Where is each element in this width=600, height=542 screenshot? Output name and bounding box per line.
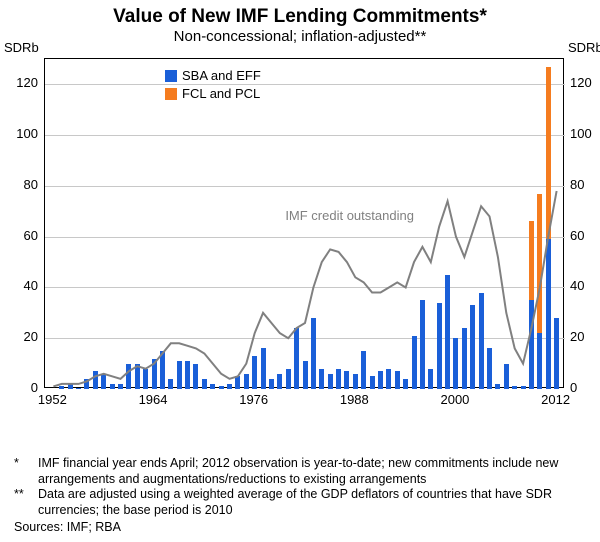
x-tick: 2012	[541, 392, 570, 407]
y-tick-left: 120	[4, 75, 38, 90]
x-tick: 1952	[38, 392, 67, 407]
plot-area: SBA and EFFFCL and PCLIMF credit outstan…	[44, 58, 564, 388]
y-tick-right: 0	[570, 380, 600, 395]
y-tick-left: 60	[4, 228, 38, 243]
y-tick-right: 80	[570, 177, 600, 192]
footnote-marker: **	[14, 487, 38, 518]
line-layer	[45, 59, 565, 389]
chart-subtitle: Non-concessional; inflation-adjusted**	[0, 28, 600, 45]
footnotes: *IMF financial year ends April; 2012 obs…	[14, 456, 586, 536]
footnote-text: Data are adjusted using a weighted avera…	[38, 487, 586, 518]
footnote: **Data are adjusted using a weighted ave…	[14, 487, 586, 518]
y-tick-left: 100	[4, 126, 38, 141]
x-tick: 1988	[340, 392, 369, 407]
y-tick-left: 80	[4, 177, 38, 192]
credit-outstanding-line	[53, 191, 556, 386]
sources: Sources: IMF; RBA	[14, 520, 586, 536]
y-axis-label-right: SDRb	[568, 40, 600, 55]
x-tick: 1964	[139, 392, 168, 407]
y-tick-right: 100	[570, 126, 600, 141]
y-tick-right: 40	[570, 278, 600, 293]
y-tick-right: 20	[570, 329, 600, 344]
y-tick-right: 120	[570, 75, 600, 90]
y-tick-left: 0	[4, 380, 38, 395]
chart-title: Value of New IMF Lending Commitments*	[0, 0, 600, 28]
footnote-text: IMF financial year ends April; 2012 obse…	[38, 456, 586, 487]
y-tick-left: 20	[4, 329, 38, 344]
chart-area: SBA and EFFFCL and PCLIMF credit outstan…	[44, 58, 564, 388]
y-tick-left: 40	[4, 278, 38, 293]
x-tick: 2000	[440, 392, 469, 407]
y-axis-label-left: SDRb	[4, 40, 39, 55]
y-tick-right: 60	[570, 228, 600, 243]
footnote-marker: *	[14, 456, 38, 487]
footnote: *IMF financial year ends April; 2012 obs…	[14, 456, 586, 487]
x-tick: 1976	[239, 392, 268, 407]
